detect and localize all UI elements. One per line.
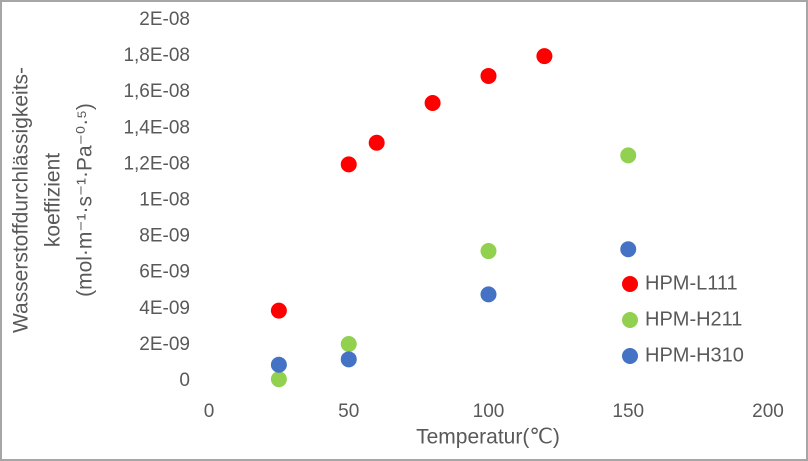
data-point [424,95,441,112]
x-tick-label: 100 [473,401,505,422]
x-tick-label: 200 [752,401,784,422]
x-tick-label: 150 [612,401,644,422]
y-tick-label: 1E-08 [139,190,190,211]
y-axis-title: koeffizient [42,153,65,247]
data-point [480,67,497,84]
y-axis-title: (mol·m⁻¹·s⁻¹·Pa⁻⁰·⁵) [74,103,97,297]
y-tick-label: 6E-09 [139,262,190,283]
data-point [620,147,637,164]
legend-label: HPM-L111 [645,272,738,294]
data-point [270,302,287,319]
data-point [368,134,385,151]
y-tick-label: 1,4E-08 [123,117,190,138]
x-axis-title: Temperatur(℃) [416,426,560,449]
data-point [536,48,553,65]
data-point [270,356,287,373]
data-point [620,241,637,258]
x-tick-label: 0 [204,401,215,422]
y-tick-label: 4E-09 [139,298,190,319]
x-tick-label: 50 [338,401,359,422]
legend-marker [622,348,638,364]
y-tick-label: 2E-09 [139,334,190,355]
data-point [340,335,357,352]
data-point [480,243,497,260]
legend-marker [622,312,638,328]
y-tick-label: 0 [179,370,190,391]
legend-label: HPM-H310 [645,344,744,366]
y-tick-label: 1,8E-08 [123,45,190,66]
data-point [340,156,357,173]
y-tick-label: 1,2E-08 [123,153,190,174]
y-axis-title: Wasserstoffdurchlässigkeits- [10,67,33,333]
data-point [270,371,287,388]
y-tick-label: 8E-09 [139,226,190,247]
y-tick-label: 1,6E-08 [123,81,190,102]
data-point [480,286,497,303]
y-tick-label: 2E-08 [139,9,190,30]
legend-marker [622,276,638,292]
data-point [340,351,357,368]
legend-label: HPM-H211 [645,308,742,330]
